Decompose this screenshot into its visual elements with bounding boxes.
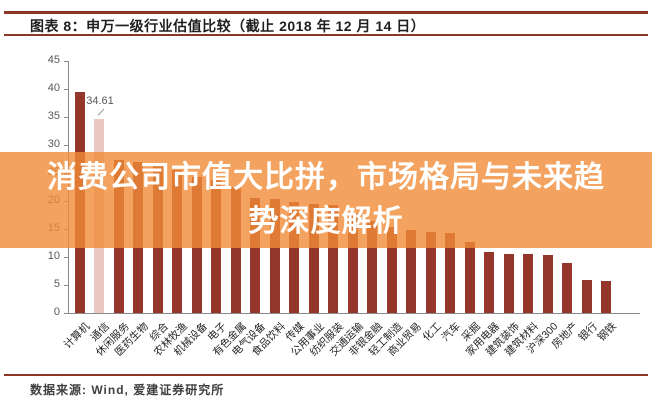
bar [601,281,612,313]
y-axis-tick-label: 0 [53,306,60,318]
bar [269,199,280,313]
bar [425,231,436,313]
y-axis-tick-mark [64,145,68,146]
y-axis-tick-label: 10 [47,250,60,262]
bar [445,232,456,313]
bar [230,187,241,313]
bar [464,241,475,313]
bar [308,203,319,313]
y-axis-tick-label: 30 [47,138,60,150]
bar [328,205,339,313]
bar [250,197,261,313]
y-axis-tick-label: 5 [53,278,60,290]
headline-line-2: 势深度解析 [248,205,404,238]
bar [386,226,397,313]
leader-line [97,108,105,116]
bar [523,254,534,313]
bar [542,254,553,313]
bar [406,230,417,313]
y-axis-tick-mark [64,285,68,286]
y-axis-tick-mark [64,61,68,62]
y-axis-tick-mark [64,117,68,118]
x-category-label: 钢铁 [595,320,620,344]
y-axis-tick-mark [64,257,68,258]
bar [562,263,573,313]
bar [347,213,358,313]
y-axis-tick-mark [64,89,68,90]
y-axis-tick-mark [64,313,68,314]
bar [289,202,300,313]
data-source-text: 数据来源: Wind, 爱建证券研究所 [30,383,225,397]
bar [581,279,592,313]
y-axis-tick-label: 45 [47,54,60,66]
headline-overlay-banner: 消费公司市值大比拼，市场格局与未来趋 势深度解析 [0,152,652,248]
top-divider-rule [4,11,648,14]
bar [367,220,378,313]
y-axis-tick-label: 40 [47,82,60,94]
bar [503,253,514,313]
headline-line-1: 消费公司市值大比拼，市场格局与未来趋 [47,161,605,194]
footer-divider-rule [4,374,648,376]
bar-value-label: 34.61 [86,95,114,107]
figure-title: 图表 8：申万一级行业估值比较（截止 2018 年 12 月 14 日） [30,18,426,34]
x-axis-line [68,313,640,314]
bar [484,251,495,313]
y-axis-tick-label: 35 [47,110,60,122]
title-divider-rule [4,34,648,36]
